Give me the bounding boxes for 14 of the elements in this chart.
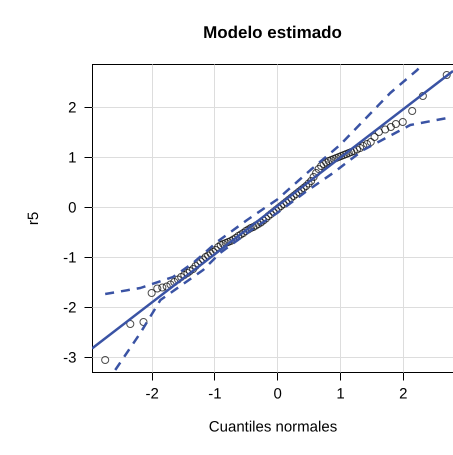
y-tick-label: 1	[68, 150, 76, 166]
y-tick-label: -2	[63, 300, 76, 316]
y-axis-title: r5	[25, 212, 42, 226]
x-tick-label: 0	[274, 386, 282, 402]
x-tick-label: 2	[399, 386, 408, 402]
x-tick-label: 1	[336, 386, 345, 402]
chart-title: Modelo estimado	[203, 23, 342, 42]
y-tick-label: -1	[63, 250, 76, 266]
y-tick-label: 0	[68, 200, 76, 216]
x-axis-title: Cuantiles normales	[208, 418, 338, 436]
x-tick-label: -1	[208, 386, 222, 402]
x-tick-label: -2	[145, 386, 159, 402]
y-tick-label: 2	[68, 100, 76, 116]
y-tick-label: -3	[63, 350, 76, 366]
